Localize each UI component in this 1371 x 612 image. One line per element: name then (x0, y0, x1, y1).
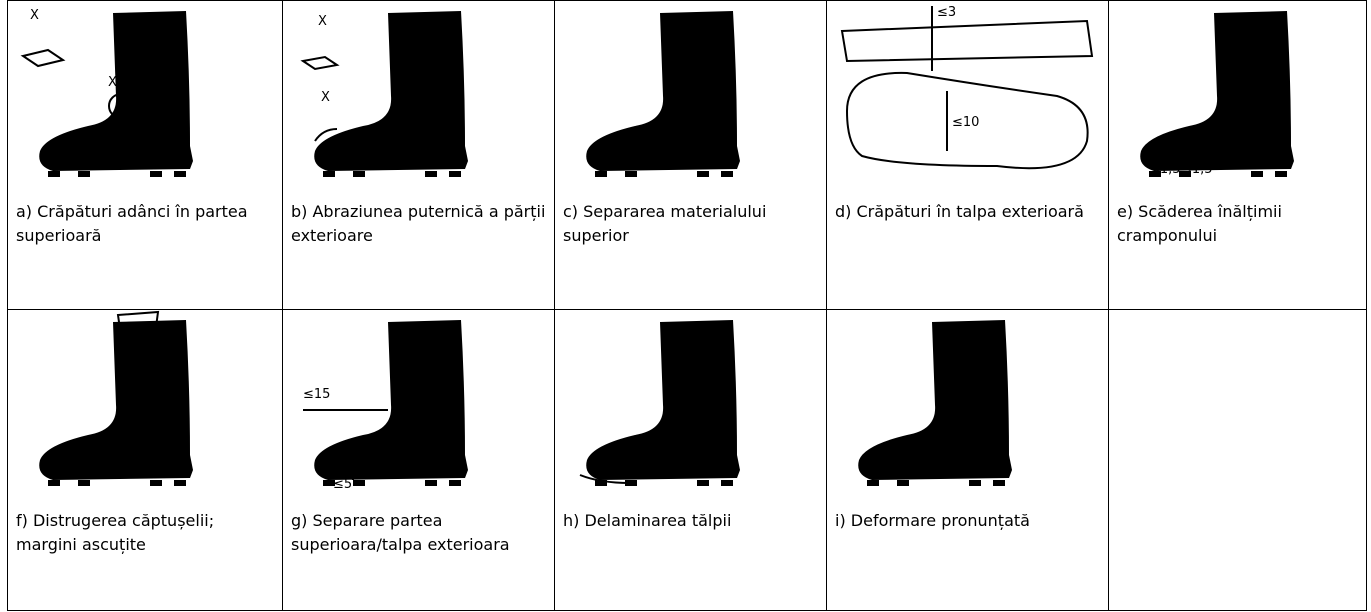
figure: X X (300, 11, 468, 177)
empty-cell (1108, 309, 1367, 611)
annotation: X (321, 90, 330, 105)
annotation: X (318, 14, 327, 29)
caption: g) Separare partea superioara/talpa exte… (291, 511, 510, 554)
cell: h) Delaminarea tălpii (554, 309, 827, 611)
figure (579, 320, 740, 486)
annotation: ≤15 (303, 387, 330, 402)
annotation: ≤3 (937, 5, 956, 20)
figure: X X (20, 8, 193, 177)
figure (858, 320, 1012, 486)
cell: ≤1,5 ≤1,5 e) Scăderea înălțimii cramponu… (1108, 0, 1367, 310)
cell: X X a) Crăpături adânci în partea superi… (7, 0, 283, 310)
cell: ≤3 ≤10 d) Crăpături în talpa exterioară (826, 0, 1109, 310)
cell: i) Deformare pronunțată (826, 309, 1109, 611)
annotation: ≤10 (952, 115, 979, 130)
caption: e) Scăderea înălțimii cramponului (1117, 202, 1282, 245)
annotation: ≤1,5 (1181, 162, 1213, 177)
cell: X X b) Abraziunea puternică a părții ext… (282, 0, 555, 310)
annotation: ≤5 (333, 477, 352, 492)
caption: d) Crăpături în talpa exterioară (835, 202, 1084, 221)
caption: h) Delaminarea tălpii (563, 511, 732, 530)
cell: c) Separarea materialului superior (554, 0, 827, 310)
cell: ≤15 ≤5 g) Separare partea superioara/tal… (282, 309, 555, 611)
annotation: X (30, 8, 39, 23)
caption: i) Deformare pronunțată (835, 511, 1030, 530)
caption: b) Abraziunea puternică a părții exterio… (291, 202, 546, 245)
annotation: X (108, 75, 117, 90)
figure: ≤15 ≤5 (303, 320, 468, 492)
caption: f) Distrugerea căptușelii; margini ascuț… (16, 511, 215, 554)
figure (586, 11, 740, 177)
figure: ≤1,5 ≤1,5 (1140, 11, 1294, 177)
defect-table: X X a) Crăpături adânci în partea superi… (7, 0, 1367, 611)
figure: ≤3 ≤10 (840, 5, 1094, 170)
annotation: ≤1,5 (1149, 162, 1181, 177)
caption: c) Separarea materialului superior (563, 202, 767, 245)
caption: a) Crăpături adânci în partea superioară (16, 202, 248, 245)
figure (39, 310, 193, 486)
cell: f) Distrugerea căptușelii; margini ascuț… (7, 309, 283, 611)
